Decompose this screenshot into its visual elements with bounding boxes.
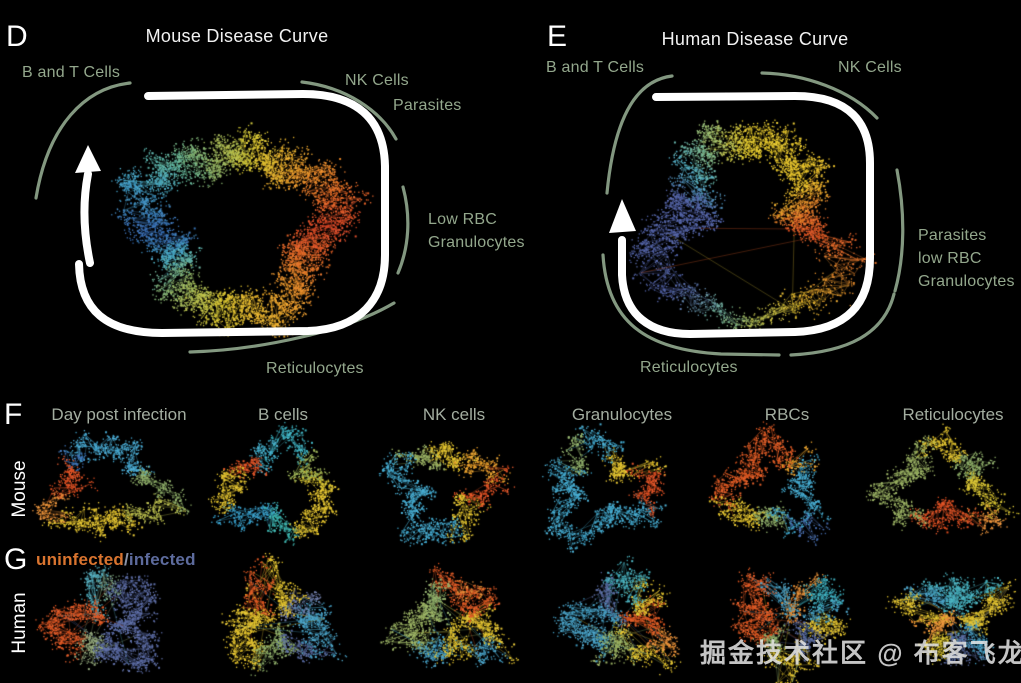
mouse-label-b-and-t-cells: B and T Cells — [22, 64, 121, 81]
column-label-nk-cells: NK cells — [422, 405, 486, 424]
infection-legend: uninfected/infected — [36, 550, 196, 570]
human-arc-parasites — [893, 168, 905, 293]
panel-letter-g: G — [4, 543, 28, 576]
human-curve-arrowhead — [609, 199, 636, 233]
legend-infected: infected — [128, 550, 196, 569]
mouse-label-reticulocytes: Reticulocytes — [266, 360, 364, 377]
row-label-mouse: Mouse — [9, 460, 30, 518]
human-disease-curve-title: Human Disease Curve — [661, 29, 849, 49]
column-label-day-post-infection: Day post infection — [51, 405, 187, 424]
human-arc-reticulocytes-left — [601, 253, 781, 357]
human-label-granulocytes: Granulocytes — [918, 273, 1015, 290]
human-label-low-rbc: low RBC — [918, 250, 982, 267]
human-label-nk-cells: NK Cells — [838, 59, 902, 76]
human-arc-nk-cells — [760, 71, 879, 120]
panel-letter-e: E — [547, 20, 568, 53]
human-arc-b-and-t-cells — [605, 74, 674, 195]
mouse-label-granulocytes: Granulocytes — [428, 234, 525, 251]
watermark: 掘金技术社区 @ 布客飞龙 — [700, 638, 1021, 668]
human-label-parasites: Parasites — [918, 227, 987, 244]
column-label-granulocytes: Granulocytes — [571, 405, 673, 424]
legend-uninfected: uninfected — [36, 550, 124, 569]
mouse-label-nk-cells: NK Cells — [345, 72, 409, 89]
mouse-arc-b-and-t-cells — [34, 81, 132, 200]
mouse-arc-reticulocytes — [188, 301, 396, 354]
legend-slash: / — [123, 550, 129, 569]
mouse-curve-loop — [75, 89, 389, 338]
mouse-arc-nk-parasites — [300, 80, 398, 141]
mouse-arc-low-rbc — [396, 185, 410, 275]
human-arc-reticulocytes-right — [789, 292, 896, 357]
mouse-label-low-rbc: Low RBC — [428, 211, 497, 228]
mouse-curve-arrowhead — [75, 145, 101, 173]
human-curve-loop — [618, 91, 874, 339]
panel-letter-f: F — [4, 398, 23, 431]
column-label-b-cells: B cells — [257, 405, 309, 424]
column-label-rbcs: RBCs — [764, 405, 810, 424]
row-label-human: Human — [9, 592, 30, 654]
mouse-disease-curve-title: Mouse Disease Curve — [145, 26, 329, 46]
mouse-label-parasites: Parasites — [393, 97, 462, 114]
human-label-reticulocytes: Reticulocytes — [640, 359, 738, 376]
panel-letter-d: D — [6, 20, 28, 53]
column-label-reticulocytes: Reticulocytes — [902, 405, 1004, 424]
human-label-b-and-t-cells: B and T Cells — [546, 59, 645, 76]
mouse-curve-arrow-shaft — [80, 170, 94, 267]
